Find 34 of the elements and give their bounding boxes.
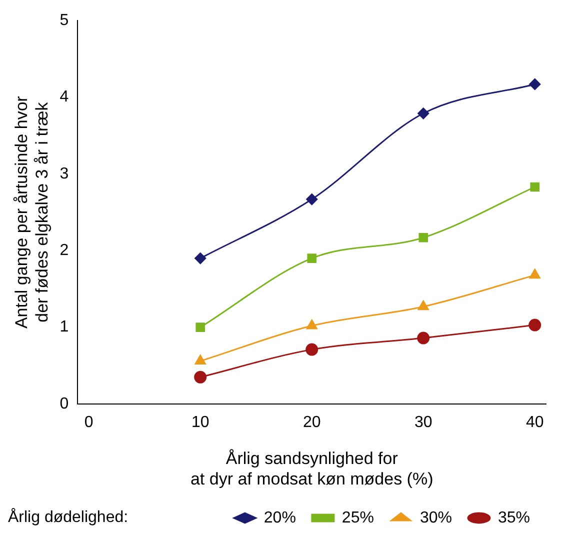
point xyxy=(530,182,540,192)
x-tick-label: 30 xyxy=(414,414,432,432)
legend-label: 20% xyxy=(264,509,296,526)
x-tick-label: 20 xyxy=(302,414,321,432)
y-tick-label: 0 xyxy=(60,395,69,412)
point xyxy=(529,268,540,279)
y-axis-title: Antal gange per årtusinde hvor der fødes elgkalve 3 år i træk xyxy=(12,96,52,329)
x-tick-label: 40 xyxy=(526,414,544,432)
y-tick-label: 2 xyxy=(60,242,69,260)
point xyxy=(306,320,318,330)
legend-label: 35% xyxy=(498,509,530,526)
y-tick-label: 3 xyxy=(60,165,69,182)
point xyxy=(194,252,206,264)
point xyxy=(194,370,207,384)
legend-title: Årlig dødelighed: xyxy=(8,508,128,528)
point xyxy=(196,322,205,332)
x-tick-label: 0 xyxy=(84,414,94,432)
point xyxy=(417,332,430,344)
legend-label: 30% xyxy=(420,509,452,526)
x-axis-title: Årlig sandsynlighed for at dyr af modsat køn mødes (%) xyxy=(190,449,434,488)
point xyxy=(306,194,318,206)
point xyxy=(306,343,318,356)
x-tick-label: 10 xyxy=(191,414,210,432)
point xyxy=(194,354,206,365)
point xyxy=(528,318,542,332)
point xyxy=(529,78,541,90)
point xyxy=(418,300,429,310)
legend-label: 25% xyxy=(342,509,374,526)
point xyxy=(418,108,430,120)
y-tick-label: 4 xyxy=(60,88,69,106)
point xyxy=(307,254,316,263)
point xyxy=(418,232,428,242)
y-tick-label: 5 xyxy=(60,12,69,30)
y-tick-label: 1 xyxy=(60,318,69,336)
